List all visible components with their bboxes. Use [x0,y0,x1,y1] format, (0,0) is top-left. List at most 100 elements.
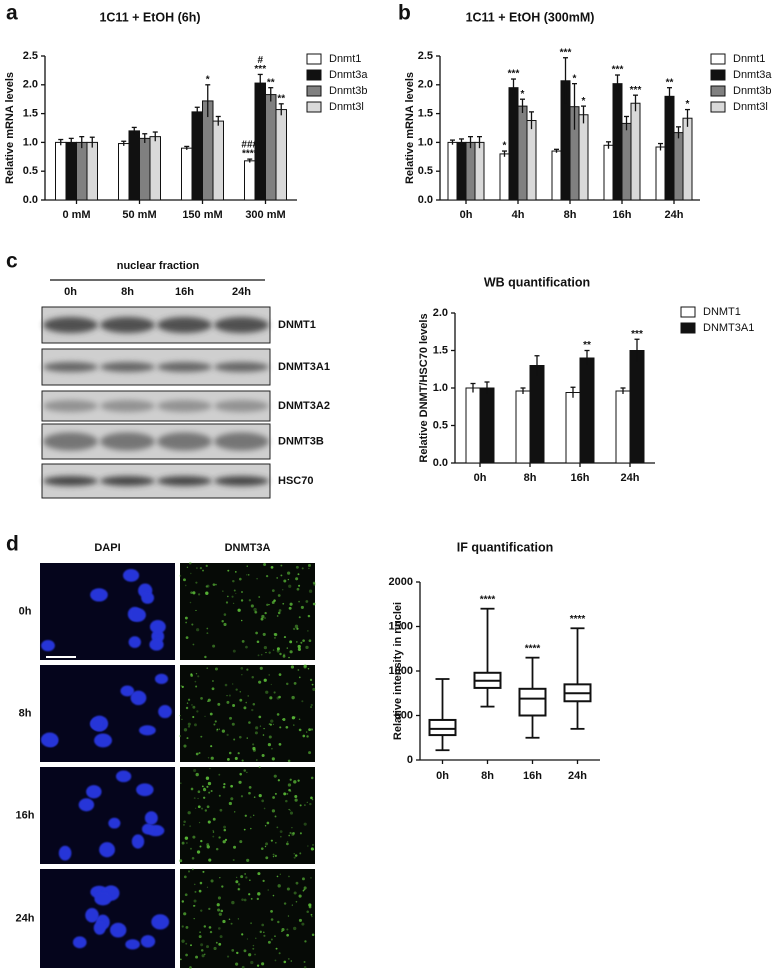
significance: **** [570,614,586,625]
signal [185,925,189,929]
bar [191,111,203,201]
significance: * [573,73,577,84]
signal [300,641,303,644]
signal [308,639,312,643]
signal [283,792,287,796]
signal [189,601,192,604]
nucleus [130,690,147,706]
signal [283,636,287,639]
signal [222,590,224,592]
signal [259,930,262,934]
signal [194,807,197,809]
signal [255,937,257,940]
signal [263,678,267,682]
bar [265,94,277,201]
nucleus [40,732,59,748]
signal [288,606,292,610]
x-tick-label: 4h [512,209,525,221]
signal [289,831,292,835]
signal [248,791,251,795]
signal [202,569,204,572]
signal [252,746,256,751]
bar [630,102,641,201]
signal [307,614,311,618]
chart-title: 1C11 + EtOH (300mM) [466,10,595,24]
signal [255,726,259,730]
signal [308,564,311,567]
signal [298,600,300,603]
signal [308,905,312,909]
signal [238,780,242,784]
legend-swatch [680,322,696,334]
signal [200,839,203,843]
signal [184,584,187,587]
significance: * [503,141,507,152]
signal [241,898,244,901]
signal [289,809,291,812]
signal [295,577,299,581]
signal [232,683,234,685]
significance: *** [631,329,643,340]
signal [301,567,304,570]
significance: *** [612,65,624,76]
signal [215,847,219,851]
signal [274,959,277,962]
signal [282,654,286,658]
signal [251,675,254,679]
signal [237,888,240,891]
signal [273,691,276,694]
signal [263,616,267,620]
x-tick-label: 24h [665,209,684,221]
signal [184,616,188,620]
signal [214,720,217,723]
signal [180,685,182,687]
legend-swatch [306,85,322,97]
signal [288,584,292,588]
signal [289,811,294,815]
signal [266,821,270,825]
signal [212,829,214,832]
signal [262,632,266,637]
signal [195,581,198,584]
signal [248,786,252,789]
blot-band [157,432,212,451]
signal [274,815,277,818]
signal [256,577,258,580]
signal [227,569,230,572]
signal [206,886,209,888]
legend-label: Dnmt3l [329,101,364,113]
signal [249,816,252,819]
nucleus [89,718,103,730]
signal [280,564,283,567]
nucleus [94,892,112,906]
signal [253,796,256,798]
row-label: 0h [19,605,32,617]
signal [246,858,250,862]
signal [311,848,313,850]
signal [288,834,291,837]
y-tick-label: 0.5 [433,419,448,431]
bar [673,132,684,201]
signal [306,910,309,914]
signal [247,574,250,576]
signal [272,894,275,897]
signal [218,912,222,916]
legend-label: DNMT3A1 [703,322,754,334]
signal [185,706,189,710]
signal [263,645,267,650]
panel-label: b [398,2,411,25]
nucleus [41,639,55,652]
signal [259,725,262,727]
signal [197,593,201,596]
signal [268,674,270,676]
signal [178,735,182,738]
signal [298,918,302,922]
panel-label: c [6,250,18,273]
signal [232,602,235,605]
nucleus [151,914,170,930]
micrograph [180,665,315,762]
nucleus [158,705,172,719]
signal [224,838,228,841]
signal [271,589,275,593]
signal [235,962,239,966]
